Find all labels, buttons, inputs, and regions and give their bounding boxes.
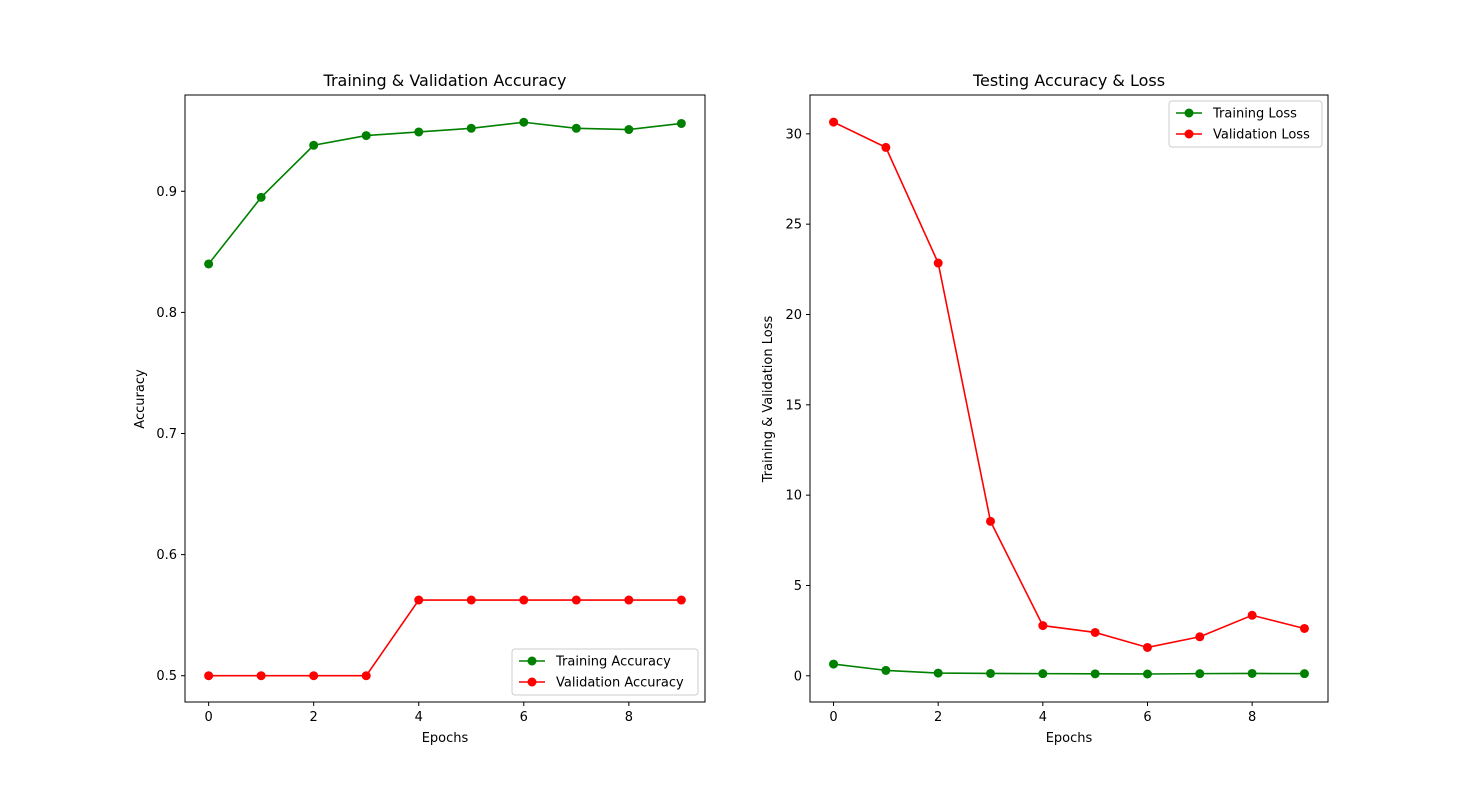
- loss-plot-area: 0 2 4 6 8 0 5 10 15 20 25 30: [785, 94, 1329, 725]
- accuracy-x-tick-label: 8: [625, 710, 633, 725]
- loss-y-tick-label: 15: [785, 398, 802, 413]
- loss-legend: Training Loss Validation Loss: [1168, 100, 1323, 148]
- training-loss-point: [1090, 669, 1100, 679]
- validation-accuracy-legend-label: Validation Accuracy: [556, 676, 684, 691]
- training-loss-legend-marker: [1184, 108, 1194, 118]
- training-accuracy-point: [309, 140, 319, 150]
- validation-accuracy-point: [204, 671, 214, 681]
- loss-y-tick-label: 10: [785, 489, 802, 504]
- accuracy-x-tick-label: 4: [415, 710, 423, 725]
- accuracy-legend-box: [511, 648, 699, 696]
- validation-loss-point: [881, 142, 891, 152]
- validation-loss-point: [1195, 632, 1205, 642]
- training-accuracy-point: [571, 123, 581, 133]
- accuracy-chart-title: Training & Validation Accuracy: [323, 71, 567, 90]
- validation-accuracy-point: [676, 595, 686, 605]
- validation-loss-point: [986, 516, 996, 526]
- loss-x-tick-label: 0: [829, 710, 837, 725]
- loss-x-tick-label: 2: [934, 710, 942, 725]
- loss-legend-box: [1168, 100, 1323, 148]
- accuracy-axes-frame: [184, 94, 706, 703]
- loss-chart-title: Testing Accuracy & Loss: [972, 71, 1165, 90]
- training-loss-point: [1247, 668, 1257, 678]
- training-accuracy-point: [466, 123, 476, 133]
- accuracy-x-tick-label: 6: [520, 710, 528, 725]
- accuracy-y-tick-label: 0.9: [156, 185, 177, 200]
- training-accuracy-legend-marker: [527, 656, 537, 666]
- training-loss-point: [829, 659, 839, 669]
- validation-loss-point: [1142, 642, 1152, 652]
- validation-accuracy-point: [256, 671, 266, 681]
- validation-loss-line: [833, 121, 1305, 649]
- training-accuracy-point: [519, 117, 529, 127]
- training-loss-point: [1038, 669, 1048, 679]
- validation-loss-legend-marker: [1184, 129, 1194, 139]
- validation-accuracy-point: [571, 595, 581, 605]
- accuracy-legend: Training Accuracy Validation Accuracy: [511, 648, 699, 696]
- training-loss-point: [1195, 669, 1205, 679]
- validation-accuracy-point: [624, 595, 634, 605]
- loss-chart-ylabel: Training & Validation Loss: [761, 316, 776, 484]
- loss-x-tick-label: 8: [1248, 710, 1256, 725]
- accuracy-chart-xlabel: Epochs: [422, 731, 469, 746]
- training-accuracy-point: [414, 127, 424, 137]
- training-loss-line: [833, 663, 1305, 675]
- validation-loss-point: [1299, 623, 1309, 633]
- accuracy-y-tick-label: 0.5: [156, 669, 177, 684]
- validation-accuracy-point: [361, 671, 371, 681]
- accuracy-chart-ylabel: Accuracy: [133, 369, 148, 429]
- accuracy-x-tick-label: 2: [310, 710, 318, 725]
- training-accuracy-point: [624, 125, 634, 135]
- validation-loss-point: [1038, 621, 1048, 631]
- loss-y-tick-label: 30: [785, 127, 802, 142]
- loss-y-tick-label: 0: [794, 669, 802, 684]
- accuracy-plot-area: 0 2 4 6 8 0.5 0.6 0.7 0.8 0.9: [156, 94, 706, 725]
- training-loss-point: [986, 668, 996, 678]
- training-accuracy-line: [208, 121, 682, 265]
- accuracy-x-tick-label: 0: [204, 710, 212, 725]
- training-loss-point: [1299, 669, 1309, 679]
- training-loss-point: [1142, 669, 1152, 679]
- loss-y-tick-label: 20: [785, 308, 802, 323]
- loss-chart: Testing Accuracy & Loss Epochs Training …: [761, 71, 1329, 746]
- validation-accuracy-point: [466, 595, 476, 605]
- validation-loss-point: [1090, 627, 1100, 637]
- validation-accuracy-line: [208, 599, 682, 677]
- accuracy-y-tick-label: 0.7: [156, 427, 177, 442]
- accuracy-y-tick-label: 0.6: [156, 548, 177, 563]
- training-loss-point: [933, 668, 943, 678]
- loss-chart-xlabel: Epochs: [1046, 731, 1093, 746]
- loss-x-tick-label: 4: [1039, 710, 1047, 725]
- training-accuracy-point: [256, 192, 266, 202]
- training-accuracy-point: [204, 259, 214, 269]
- loss-axes-frame: [809, 94, 1329, 703]
- validation-accuracy-point: [519, 595, 529, 605]
- validation-accuracy-legend-marker: [527, 677, 537, 687]
- training-loss-point: [881, 665, 891, 675]
- validation-loss-point: [933, 258, 943, 268]
- training-accuracy-point: [676, 118, 686, 128]
- training-loss-legend-label: Training Loss: [1212, 107, 1297, 122]
- loss-y-tick-label: 25: [785, 218, 802, 233]
- validation-loss-point: [1247, 610, 1257, 620]
- validation-accuracy-point: [414, 595, 424, 605]
- validation-accuracy-point: [309, 671, 319, 681]
- validation-loss-legend-label: Validation Loss: [1213, 128, 1310, 143]
- training-accuracy-legend-label: Training Accuracy: [555, 655, 671, 670]
- loss-x-tick-label: 6: [1143, 710, 1151, 725]
- accuracy-y-tick-label: 0.8: [156, 306, 177, 321]
- validation-loss-point: [829, 117, 839, 127]
- training-accuracy-point: [361, 131, 371, 141]
- loss-y-tick-label: 5: [794, 579, 802, 594]
- accuracy-chart: Training & Validation Accuracy Epochs Ac…: [133, 71, 706, 746]
